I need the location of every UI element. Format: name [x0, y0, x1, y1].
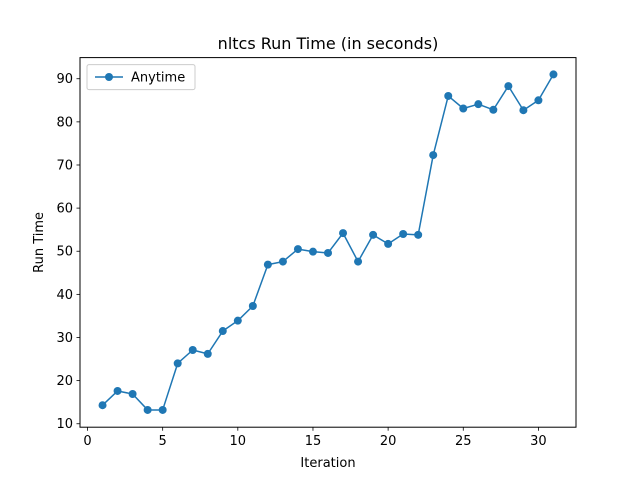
legend-marker-anytime	[105, 73, 113, 81]
data-point	[188, 346, 197, 355]
x-tick-label: 20	[380, 434, 397, 449]
data-point	[354, 257, 363, 266]
data-point	[203, 349, 212, 358]
data-point	[173, 359, 182, 368]
data-point	[384, 239, 393, 248]
plot-area	[98, 70, 558, 414]
x-tick-label: 10	[230, 434, 247, 449]
y-tick-label: 10	[56, 417, 73, 432]
x-axis: 0 5 10 15 20 25 30	[83, 427, 547, 449]
data-point	[429, 151, 438, 160]
y-tick-label: 70	[56, 158, 73, 173]
data-point	[233, 316, 242, 325]
y-tick-label: 80	[56, 115, 73, 130]
x-tick-label: 25	[455, 434, 472, 449]
data-point	[459, 104, 468, 113]
legend-label-anytime: Anytime	[131, 71, 185, 86]
y-tick-label: 40	[56, 288, 73, 303]
data-point	[293, 245, 302, 254]
data-point	[248, 302, 257, 311]
legend-box	[86, 64, 196, 91]
x-tick-label: 15	[305, 434, 322, 449]
data-point	[218, 327, 227, 336]
data-point	[474, 100, 483, 109]
y-tick-label: 20	[56, 374, 73, 389]
data-point	[369, 230, 378, 239]
data-point	[308, 247, 317, 256]
y-tick-label: 30	[56, 331, 73, 346]
data-point	[519, 106, 528, 115]
x-axis-label: Iteration	[300, 456, 355, 471]
data-point	[158, 405, 167, 414]
y-tick-label: 50	[56, 245, 73, 260]
y-tick-label: 60	[56, 202, 73, 217]
y-axis-label: Run Time	[32, 212, 47, 273]
data-point	[444, 91, 453, 100]
data-point	[278, 257, 287, 266]
data-point	[143, 405, 152, 414]
data-point	[128, 389, 137, 398]
data-point	[489, 105, 498, 114]
y-axis: 10 20 30 40 50 60 70 80 90	[56, 72, 80, 432]
data-point	[534, 96, 543, 105]
x-tick-label: 30	[530, 434, 547, 449]
legend: Anytime	[86, 64, 196, 91]
data-point	[263, 260, 272, 269]
data-point	[113, 386, 122, 395]
x-tick-label: 0	[83, 434, 91, 449]
data-point	[339, 229, 348, 238]
x-tick-label: 5	[159, 434, 167, 449]
plot-frame	[79, 57, 577, 428]
data-point	[504, 82, 513, 91]
data-point	[414, 230, 423, 239]
data-point	[399, 229, 408, 238]
y-tick-label: 90	[56, 72, 73, 87]
data-point	[549, 70, 558, 79]
chart-title: nltcs Run Time (in seconds)	[218, 34, 439, 53]
data-point	[324, 248, 332, 257]
series-line-anytime	[102, 74, 555, 411]
data-point	[98, 401, 107, 410]
